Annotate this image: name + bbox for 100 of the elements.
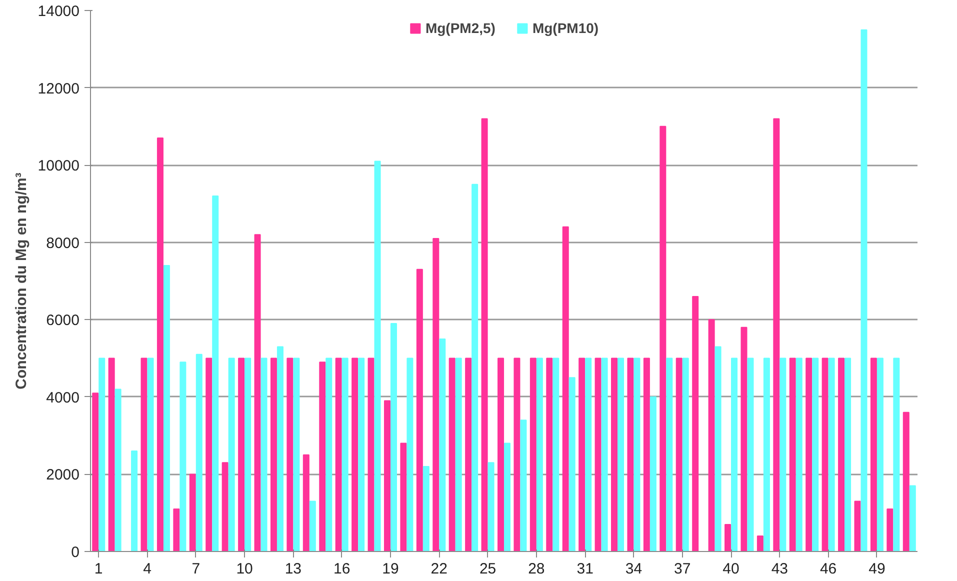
- x-tick-label: 1: [94, 560, 103, 578]
- bar: [634, 358, 640, 552]
- bar: [206, 358, 212, 552]
- bar: [406, 358, 414, 552]
- bar: [114, 388, 122, 552]
- bar: [893, 358, 900, 552]
- bar: [514, 358, 520, 552]
- bar: [756, 536, 764, 552]
- bar: [498, 358, 504, 552]
- y-tick-label: 12000: [38, 80, 80, 98]
- bar: [156, 138, 164, 552]
- bar: [465, 358, 472, 552]
- bar: [724, 524, 732, 552]
- bar: [747, 358, 754, 552]
- bar: [390, 323, 397, 552]
- bar: [173, 508, 180, 552]
- bar: [627, 358, 634, 552]
- bar: [432, 238, 440, 552]
- bar: [763, 358, 770, 552]
- bar: [617, 358, 624, 552]
- x-tick-label: 31: [576, 560, 594, 578]
- bar: [552, 358, 560, 552]
- bar: [196, 354, 202, 552]
- bar: [92, 392, 99, 552]
- bar: [812, 358, 819, 552]
- y-tick-label: 6000: [46, 312, 80, 330]
- x-tick-label: 7: [192, 560, 200, 578]
- legend-label: Mg(PM2,5): [425, 20, 496, 36]
- x-tick-label: 25: [479, 560, 496, 578]
- bar: [578, 358, 586, 552]
- bar: [838, 358, 845, 552]
- bar: [828, 358, 835, 552]
- bar: [319, 362, 326, 552]
- bar: [676, 358, 682, 552]
- x-tick-label: 43: [771, 560, 788, 578]
- bar: [536, 358, 543, 552]
- bar: [902, 412, 910, 552]
- bar: [562, 226, 569, 552]
- bar: [147, 358, 154, 552]
- x-tick-label: 40: [722, 560, 740, 578]
- bar: [244, 358, 252, 552]
- bar: [530, 358, 536, 552]
- bar: [276, 346, 284, 552]
- bar: [212, 195, 219, 552]
- bar: [546, 358, 553, 552]
- bar: [660, 126, 666, 552]
- bar: [773, 118, 780, 552]
- bar: [238, 358, 245, 552]
- bar: [108, 358, 115, 552]
- bar: [400, 442, 407, 552]
- bar: [448, 358, 456, 552]
- bar: [358, 358, 365, 552]
- bar: [650, 396, 656, 552]
- legend-label: Mg(PM10): [532, 20, 599, 36]
- bar: [666, 358, 673, 552]
- bar: [611, 358, 618, 552]
- bar: [439, 338, 446, 552]
- bar: [368, 358, 374, 552]
- bar: [822, 358, 828, 552]
- bar: [309, 500, 316, 552]
- bar: [568, 377, 576, 552]
- bar: [384, 400, 391, 552]
- bar: [844, 358, 852, 552]
- bar: [860, 29, 868, 552]
- bar: [293, 358, 300, 552]
- x-tick-label: 28: [528, 560, 545, 578]
- bar: [163, 265, 170, 552]
- bar: [488, 462, 494, 552]
- y-tick-label: 14000: [38, 3, 80, 20]
- bar: [643, 358, 650, 552]
- bar: [594, 358, 602, 552]
- bar: [876, 358, 884, 552]
- x-tick-label: 13: [284, 560, 302, 578]
- bar: [270, 358, 277, 552]
- bar: [909, 485, 916, 552]
- bar: [585, 358, 592, 552]
- bar: [140, 358, 148, 552]
- bar: [326, 358, 332, 552]
- bar: [98, 358, 106, 552]
- bar: [714, 346, 722, 552]
- x-tick-label: 34: [625, 560, 642, 578]
- x-tick-label: 16: [334, 560, 350, 578]
- bar: [682, 358, 689, 552]
- bar: [352, 358, 358, 552]
- bar: [228, 358, 235, 552]
- x-tick-label: 10: [236, 560, 253, 578]
- bar: [886, 508, 894, 552]
- bar: [254, 234, 261, 552]
- bar: [222, 462, 228, 552]
- bar: [780, 358, 786, 552]
- x-tick-label: 19: [382, 560, 399, 578]
- bar: [806, 358, 812, 552]
- y-tick-label: 4000: [46, 389, 80, 406]
- y-tick-label: 0: [71, 544, 80, 561]
- bar: [854, 500, 861, 552]
- x-tick-label: 22: [430, 560, 448, 578]
- y-axis-title: Concentration du Mg en ng/m³: [12, 172, 30, 390]
- bar: [789, 358, 796, 552]
- bar: [708, 319, 715, 552]
- y-tick-label: 8000: [46, 234, 80, 252]
